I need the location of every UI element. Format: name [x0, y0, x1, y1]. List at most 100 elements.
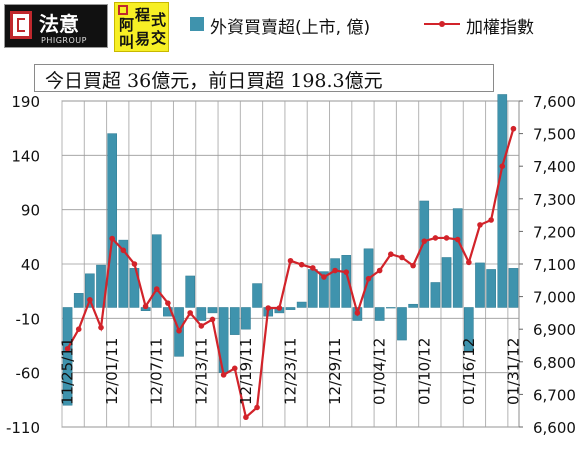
net-buy-bar — [62, 307, 73, 406]
net-buy-bar — [107, 133, 117, 308]
index-point — [376, 267, 383, 274]
logo-cell: 式 — [151, 11, 167, 29]
index-point — [309, 265, 316, 271]
program-trading-logo: 阿 程 式 叫 易 交 — [114, 2, 169, 52]
index-point — [276, 305, 283, 311]
index-point — [343, 269, 350, 275]
index-point — [142, 303, 149, 310]
legend-line-label: 加權指數 — [466, 18, 534, 38]
right-tick-label: 6,900 — [533, 321, 576, 339]
net-buy-bar — [118, 239, 129, 308]
net-buy-bar — [497, 94, 508, 308]
net-buy-bar — [241, 307, 251, 330]
logo-cell: 交 — [151, 29, 167, 47]
index-point — [64, 345, 71, 352]
index-point — [231, 365, 238, 372]
index-point — [209, 316, 216, 323]
net-buy-bar — [464, 307, 474, 352]
x-date-label: 12/23/11 — [282, 338, 300, 405]
left-tick-label: 190 — [11, 93, 40, 111]
x-date-label: 12/13/11 — [192, 338, 210, 405]
net-buy-bar — [207, 307, 218, 314]
legend-bar-swatch — [190, 17, 204, 31]
net-buy-bar — [486, 269, 496, 308]
index-point — [365, 275, 372, 282]
x-date-label: 01/31/12 — [504, 338, 522, 405]
net-buy-bar — [508, 268, 519, 308]
right-tick-label: 6,600 — [533, 419, 576, 437]
net-buy-bar — [385, 307, 396, 309]
right-tick-label: 6,700 — [533, 386, 576, 404]
right-tick-label: 7,200 — [533, 223, 576, 241]
logo-cell: 易 — [135, 30, 151, 48]
index-point — [388, 251, 394, 258]
net-buy-bar — [475, 262, 485, 308]
net-buy-bar — [319, 271, 329, 308]
left-tick-label: 40 — [21, 256, 40, 274]
logo-name: 法意 — [39, 12, 79, 36]
index-point — [432, 235, 439, 241]
net-buy-bar — [419, 200, 430, 308]
phigroup-mark-icon — [10, 11, 32, 39]
index-point — [499, 163, 506, 169]
index-point — [165, 300, 171, 306]
net-buy-bar — [441, 257, 452, 308]
left-tick-label: -10 — [16, 310, 41, 328]
net-buy-bar — [307, 269, 318, 308]
headline-box: 今日買超 36億元，前日買超 198.3億元 — [34, 64, 494, 92]
index-point — [443, 235, 450, 241]
left-tick-label: -60 — [16, 365, 41, 383]
index-point — [454, 236, 461, 243]
index-point — [87, 297, 93, 303]
net-buy-bar — [397, 307, 407, 341]
left-tick-label: 90 — [21, 202, 40, 220]
index-point — [265, 305, 272, 311]
x-date-label: 01/10/12 — [415, 338, 433, 405]
phigroup-logo: 法意 PHIGROUP — [4, 4, 108, 48]
index-point — [109, 235, 115, 242]
index-point — [198, 323, 205, 329]
index-point — [220, 372, 227, 378]
index-point — [510, 125, 517, 132]
right-tick-label: 7,300 — [533, 191, 576, 209]
net-buy-bar — [252, 283, 262, 308]
x-date-label: 01/04/12 — [371, 338, 389, 405]
x-date-label: 12/29/11 — [326, 338, 344, 405]
right-tick-label: 7,000 — [533, 289, 576, 307]
net-buy-bar — [341, 255, 352, 308]
logo-cell: 叫 — [119, 33, 135, 51]
mini-mark-icon — [118, 5, 128, 15]
right-tick-label: 7,100 — [533, 256, 576, 274]
index-point — [477, 222, 483, 228]
logo-sub: PHIGROUP — [41, 36, 87, 45]
index-point — [321, 274, 327, 280]
index-point — [153, 286, 160, 292]
net-buy-bar — [85, 273, 95, 308]
net-buy-bar — [229, 307, 240, 335]
right-tick-label: 6,800 — [533, 354, 576, 372]
left-tick-label: 140 — [11, 147, 40, 165]
x-date-label: 12/19/11 — [237, 338, 255, 405]
index-point — [98, 324, 104, 331]
logo-cell: 阿 — [119, 16, 135, 34]
index-point — [176, 328, 182, 334]
index-point — [254, 404, 260, 411]
net-buy-bar — [452, 208, 463, 308]
index-point — [466, 259, 472, 266]
legend-line-swatch — [424, 21, 460, 27]
x-date-label: 12/01/11 — [103, 338, 121, 405]
net-buy-bar — [374, 307, 385, 321]
net-buy-bar — [296, 301, 307, 308]
index-point — [354, 310, 361, 316]
net-buy-bar — [285, 307, 296, 310]
index-point — [421, 238, 428, 244]
index-point — [399, 254, 405, 261]
x-date-label: 11/25/11 — [59, 338, 77, 405]
net-buy-bar — [129, 268, 140, 308]
headline-text: 今日買超 36億元，前日買超 198.3億元 — [45, 70, 383, 92]
index-point — [298, 261, 305, 268]
x-date-label: 01/16/12 — [460, 338, 478, 405]
net-buy-bar — [73, 293, 84, 308]
index-point — [243, 414, 249, 421]
